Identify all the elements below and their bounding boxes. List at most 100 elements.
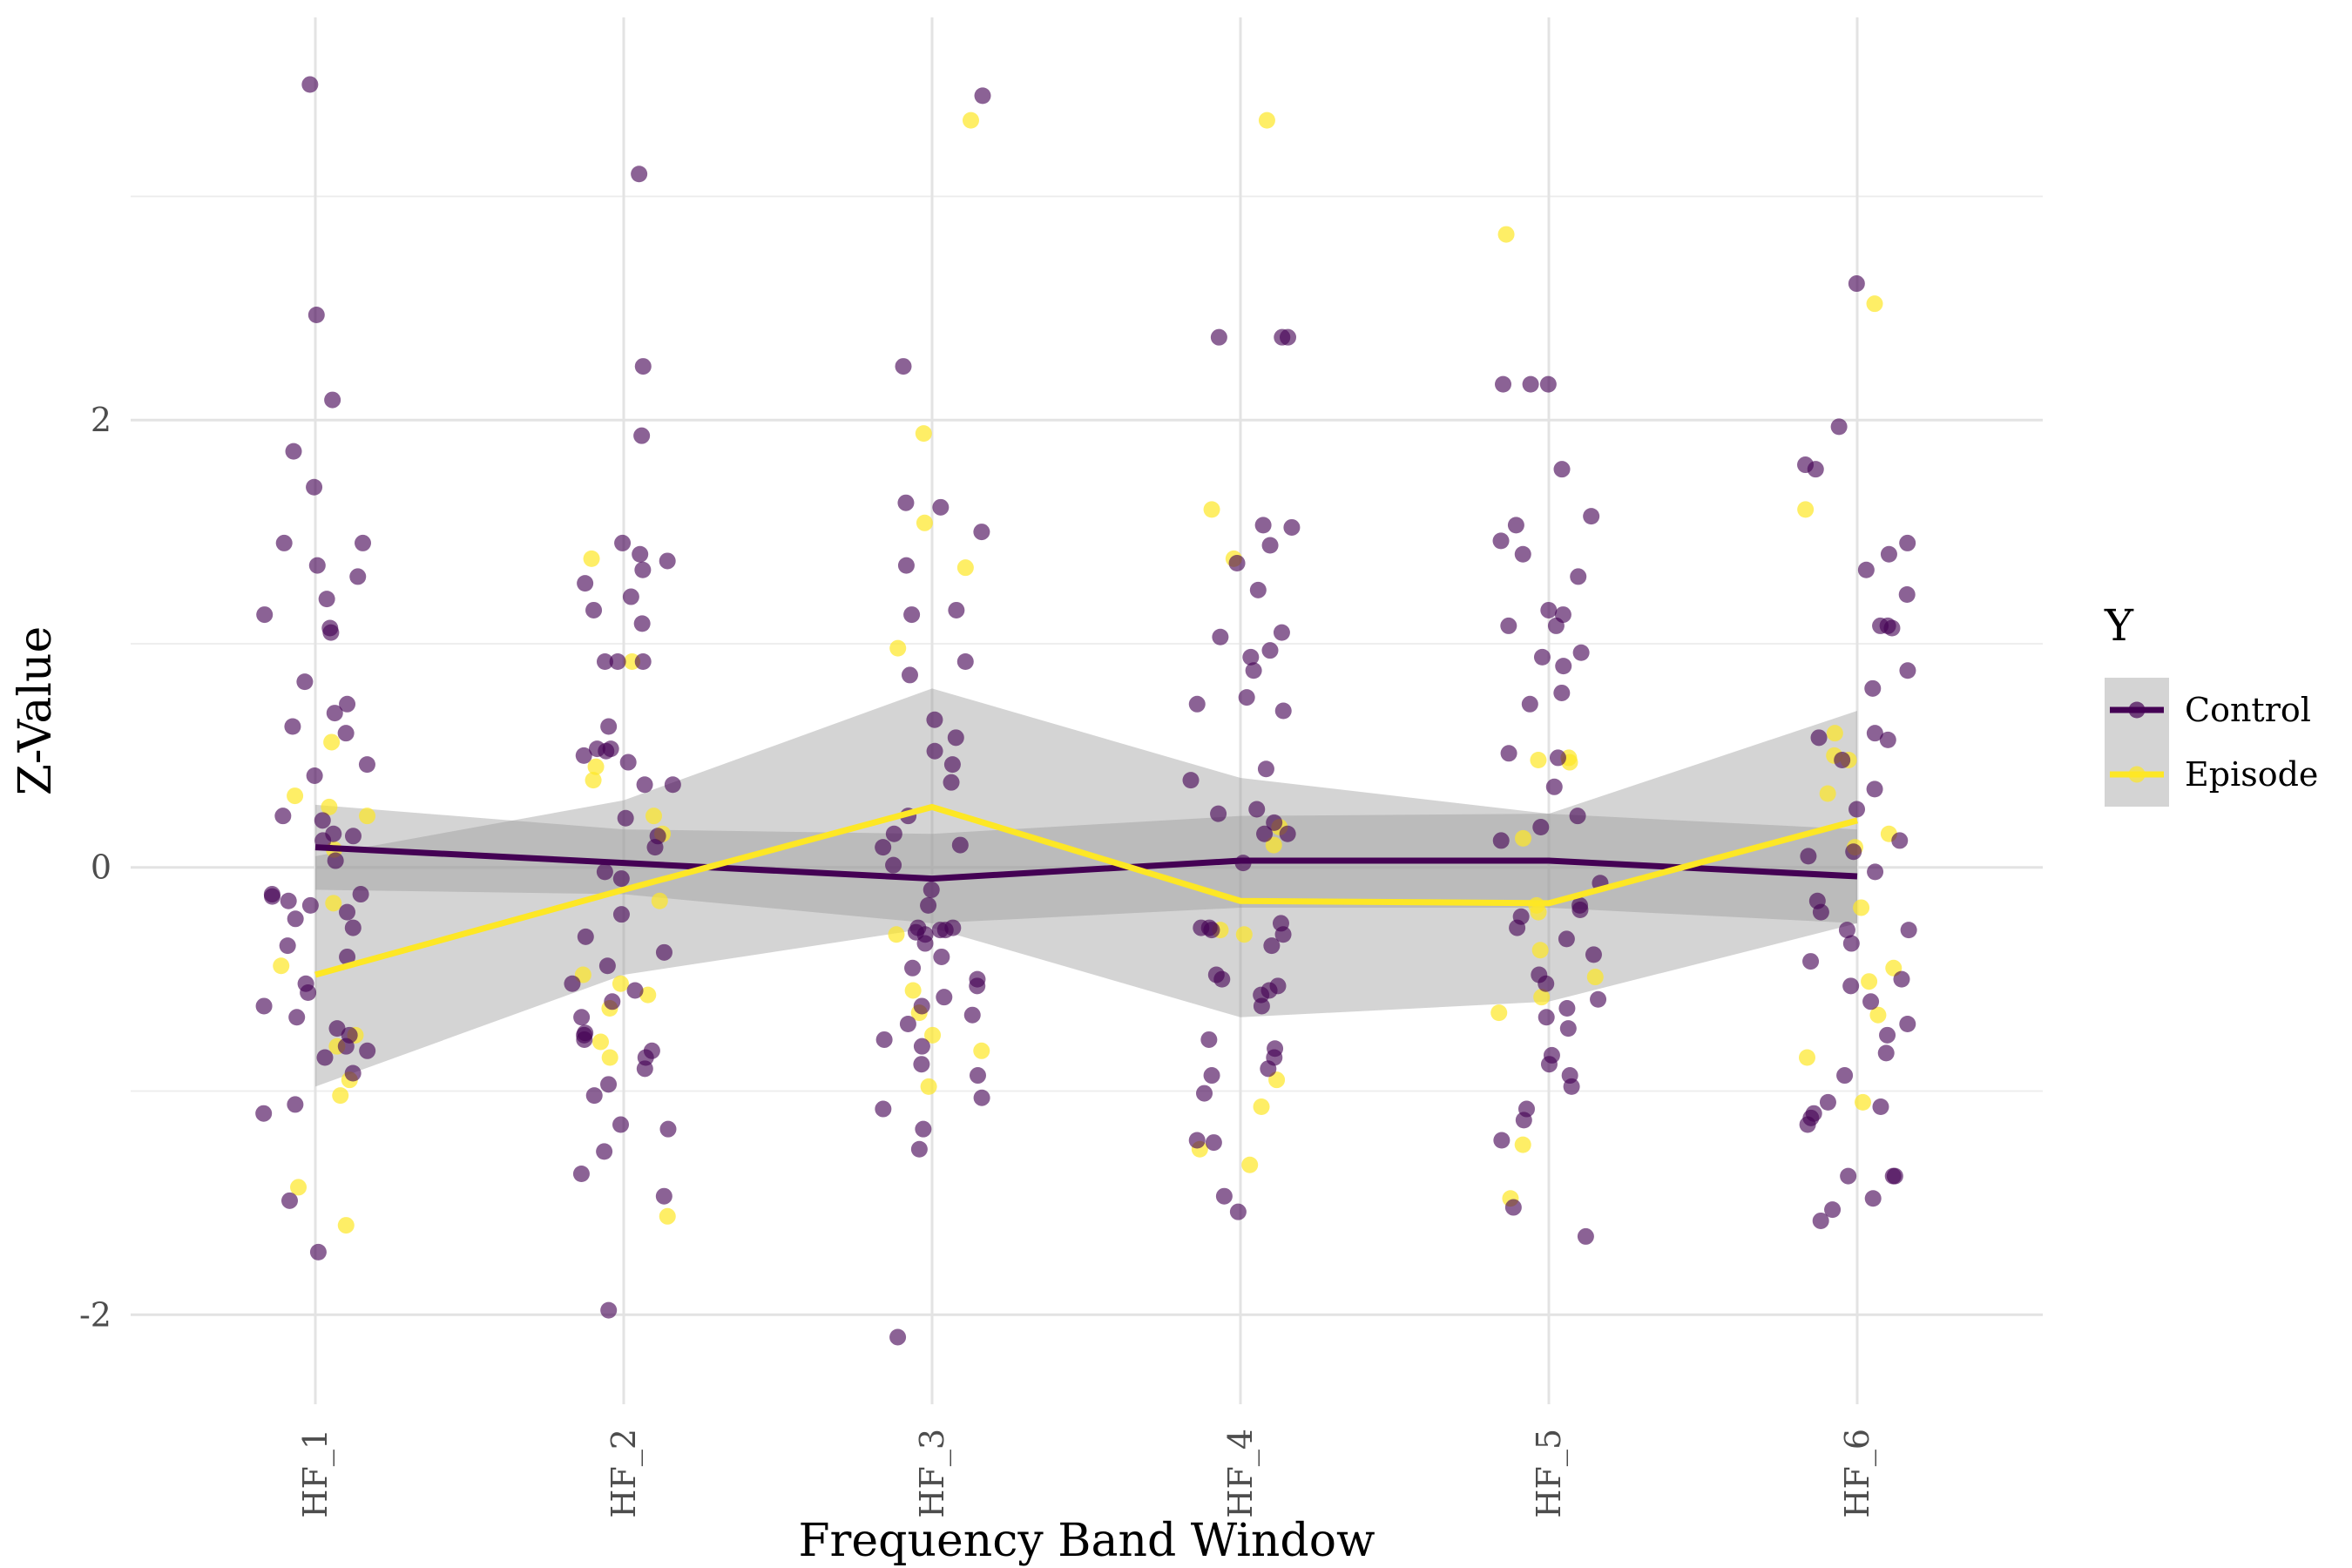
data-points <box>255 76 1917 1346</box>
point-control <box>1203 1067 1220 1085</box>
point-control <box>948 601 965 618</box>
point-control <box>1229 1203 1247 1220</box>
point-control <box>344 1064 362 1082</box>
point-control <box>622 588 639 605</box>
point-control <box>1188 1132 1206 1149</box>
point-control <box>1830 418 1848 436</box>
point-control <box>1509 919 1526 936</box>
point-episode <box>915 425 932 443</box>
point-control <box>956 653 974 671</box>
point-episode <box>651 892 668 909</box>
point-episode <box>1798 1049 1815 1066</box>
point-episode <box>587 758 605 775</box>
point-episode <box>1203 501 1220 518</box>
point-control <box>1812 1212 1829 1229</box>
point-control <box>1842 977 1860 995</box>
point-control <box>596 653 613 671</box>
point-control <box>1492 832 1510 849</box>
point-control <box>296 673 314 691</box>
point-episode <box>659 1207 676 1225</box>
x-tick-label: HF_6 <box>1838 1429 1877 1518</box>
point-control <box>1515 1112 1532 1129</box>
point-control <box>281 1192 299 1209</box>
point-control <box>619 754 637 771</box>
point-control <box>612 870 630 888</box>
point-control <box>897 557 915 574</box>
point-control <box>1238 689 1255 706</box>
point-episode <box>1797 501 1815 518</box>
point-control <box>285 443 302 460</box>
point-control <box>1249 581 1267 598</box>
point-control <box>895 358 912 375</box>
point-episode <box>1258 112 1275 129</box>
point-control <box>1549 749 1566 767</box>
point-episode <box>1265 836 1282 854</box>
ribbon-episode <box>315 688 1857 1087</box>
point-control <box>655 1187 672 1205</box>
point-episode <box>639 986 657 1004</box>
point-episode <box>359 808 376 825</box>
point-control <box>1838 922 1855 939</box>
point-control <box>596 863 613 881</box>
point-control <box>1538 975 1555 992</box>
point-control <box>1866 725 1883 742</box>
point-control <box>1196 1085 1213 1102</box>
point-control <box>1182 772 1200 789</box>
point-control <box>889 1328 907 1346</box>
point-control <box>633 427 651 444</box>
point-control <box>1538 1009 1555 1026</box>
point-control <box>933 948 950 965</box>
point-control <box>910 1140 928 1158</box>
point-control <box>1571 902 1589 919</box>
point-control <box>318 591 335 608</box>
point-control <box>916 935 934 952</box>
point-control <box>255 1105 273 1122</box>
point-control <box>885 825 902 842</box>
point-control <box>655 943 672 961</box>
point-control <box>255 997 273 1015</box>
point-episode <box>1853 899 1870 916</box>
point-episode <box>323 733 341 751</box>
point-control <box>1585 946 1602 963</box>
point-control <box>301 896 319 914</box>
point-episode <box>1861 973 1878 990</box>
x-axis-title: Frequency Band Window <box>798 1515 1375 1567</box>
point-episode <box>1530 903 1547 921</box>
point-control <box>920 896 937 914</box>
point-episode <box>916 514 933 531</box>
point-control <box>913 1056 930 1073</box>
point-control <box>1507 517 1524 534</box>
point-control <box>626 982 644 999</box>
point-episode <box>888 926 905 943</box>
point-control <box>1864 1190 1882 1207</box>
point-control <box>973 1089 990 1106</box>
point-control <box>1883 619 1901 637</box>
point-control <box>1866 781 1883 798</box>
point-episode <box>585 772 602 789</box>
point-control <box>1188 695 1206 713</box>
point-control <box>903 606 921 624</box>
point-control <box>1836 1067 1854 1085</box>
point-episode <box>920 1078 937 1095</box>
point-control <box>337 1037 355 1055</box>
point-control <box>1279 825 1296 842</box>
y-tick-label: -2 <box>79 1295 112 1334</box>
point-control <box>1257 760 1274 778</box>
point-control <box>943 756 961 774</box>
point-control <box>1864 679 1882 697</box>
point-control <box>1242 648 1260 666</box>
point-control <box>1521 695 1538 713</box>
point-control <box>1840 1167 1857 1185</box>
point-control <box>274 808 292 825</box>
point-control <box>1210 805 1227 822</box>
point-control <box>1800 848 1817 865</box>
point-control <box>1254 517 1272 534</box>
point-control <box>923 881 940 898</box>
point-control <box>1867 863 1884 881</box>
point-control <box>322 624 340 641</box>
point-control <box>1886 1167 1903 1185</box>
point-control <box>1504 1199 1522 1216</box>
y-tick-label: 0 <box>91 848 112 887</box>
point-control <box>1253 997 1270 1015</box>
point-control <box>596 1143 613 1160</box>
